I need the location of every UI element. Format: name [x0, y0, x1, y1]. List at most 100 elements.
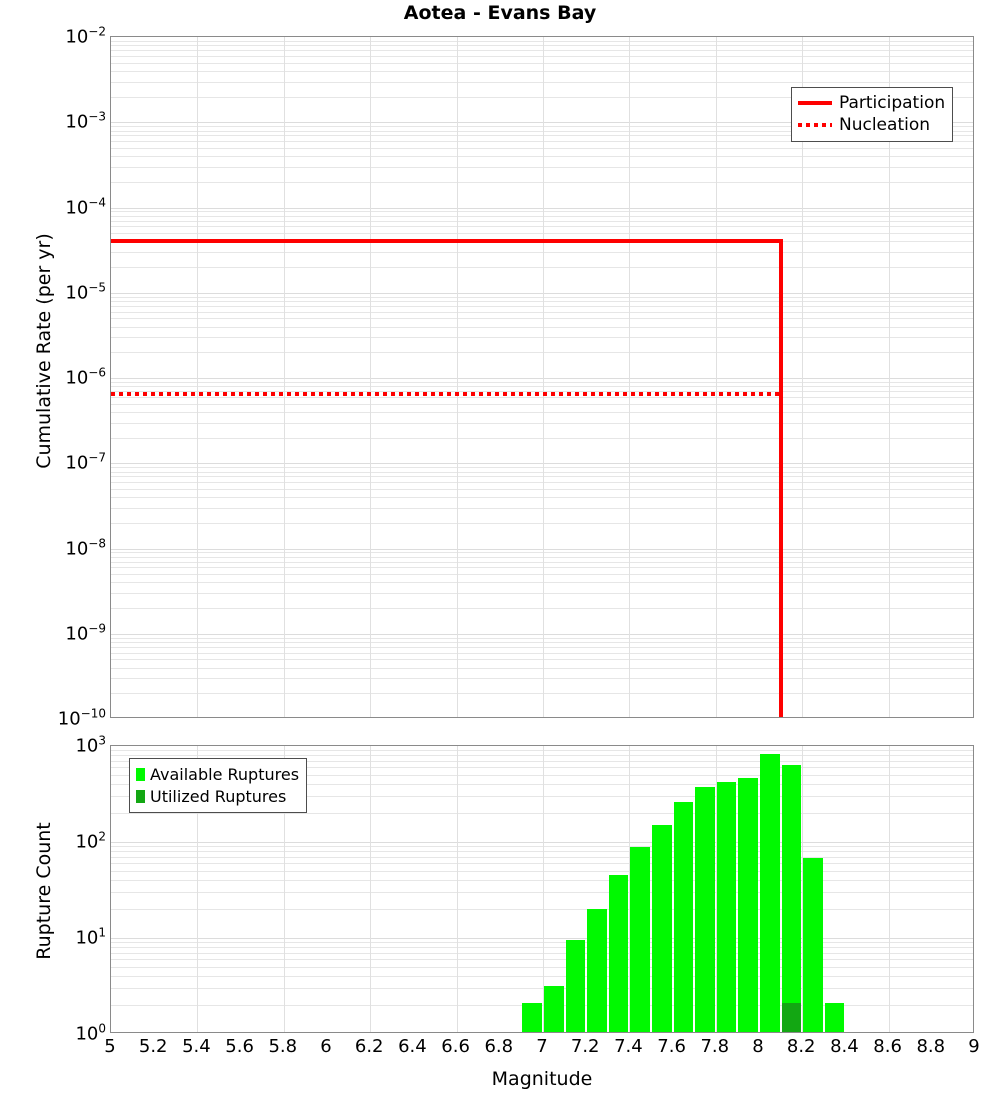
gridline-minor	[111, 497, 973, 498]
x-tick-label: 5.8	[268, 1036, 298, 1057]
gridline-minor	[111, 1005, 973, 1006]
gridline-vertical	[629, 37, 630, 717]
gridline-minor	[111, 880, 973, 881]
x-tick-label: 5	[104, 1036, 116, 1057]
gridline-minor	[111, 567, 973, 568]
gridline-minor	[111, 668, 973, 669]
gridline-minor	[111, 647, 973, 648]
legend-item-participation[interactable]: Participation	[798, 92, 945, 114]
gridline-minor	[111, 909, 973, 910]
bar-available-ruptures	[695, 786, 715, 1032]
gridline-vertical	[457, 37, 458, 717]
gridline-major	[111, 378, 973, 379]
gridline-minor	[111, 148, 973, 149]
gridline-minor	[111, 167, 973, 168]
gridline-minor	[111, 947, 973, 948]
gridline-minor	[111, 750, 973, 751]
gridline-minor	[111, 642, 973, 643]
gridline-minor	[111, 959, 973, 960]
gridline-vertical	[802, 746, 803, 1032]
gridline-minor	[111, 653, 973, 654]
gridline-minor	[111, 337, 973, 338]
gridline-major	[111, 842, 973, 843]
gridline-minor	[111, 813, 973, 814]
bottom-legend: Available Ruptures Utilized Ruptures	[129, 758, 308, 813]
gridline-minor	[111, 318, 973, 319]
gridline-minor	[111, 216, 973, 217]
x-tick-label: 7.8	[700, 1036, 730, 1057]
gridline-minor	[111, 472, 973, 473]
gridline-minor	[111, 438, 973, 439]
gridline-vertical	[197, 37, 198, 717]
top-y-tick-labels: 10−2 10−3 10−4 10−5 10−6 10−7 10−8 10−9 10−10	[30, 25, 106, 730]
gridline-minor	[111, 404, 973, 405]
x-tick-label: 6.4	[398, 1036, 427, 1057]
gridline-minor	[111, 857, 973, 858]
y-tick-label: 10−6	[65, 365, 106, 389]
bar-available-ruptures	[803, 857, 823, 1032]
nucleation-dotted-swatch-icon	[798, 123, 832, 127]
y-tick-label: 10−3	[65, 109, 106, 133]
x-tick-label: 6.8	[484, 1036, 514, 1057]
x-tick-label: 7.2	[570, 1036, 600, 1057]
gridline-minor	[111, 226, 973, 227]
bar-available-ruptures	[565, 940, 586, 1032]
legend-item-nucleation[interactable]: Nucleation	[798, 114, 945, 136]
gridline-minor	[111, 241, 973, 242]
x-tick-label: 6	[320, 1036, 332, 1057]
x-tick-label: 5.2	[138, 1036, 168, 1057]
bar-available-ruptures	[716, 782, 737, 1032]
gridline-minor	[111, 659, 973, 660]
gridline-minor	[111, 976, 973, 977]
gridline-minor	[111, 301, 973, 302]
bar-available-ruptures	[587, 909, 607, 1032]
gridline-vertical	[889, 746, 890, 1032]
gridline-vertical	[629, 746, 630, 1032]
legend-item-utilized-ruptures[interactable]: Utilized Ruptures	[136, 785, 299, 807]
legend-label-utilized-ruptures: Utilized Ruptures	[150, 786, 287, 806]
gridline-minor	[111, 967, 973, 968]
nucleation-line-segment	[778, 393, 783, 717]
available-ruptures-swatch-icon	[136, 767, 145, 781]
gridline-minor	[111, 412, 973, 413]
bar-available-ruptures	[608, 875, 629, 1032]
y-tick-label: 103	[75, 733, 106, 757]
x-tick-label: 7.6	[657, 1036, 686, 1057]
gridline-minor	[111, 608, 973, 609]
page-title: Aotea - Evans Bay	[403, 2, 597, 24]
y-tick-label: 10−10	[57, 706, 106, 730]
legend-item-available-ruptures[interactable]: Available Ruptures	[136, 763, 299, 785]
bar-available-ruptures	[544, 986, 564, 1032]
x-tick-label: 7.4	[614, 1036, 643, 1057]
gridline-minor	[111, 846, 973, 847]
gridline-vertical	[457, 746, 458, 1032]
x-tick-label: 5.6	[225, 1036, 254, 1057]
y-tick-label: 10−5	[65, 280, 106, 304]
gridline-vertical	[716, 37, 717, 717]
gridline-minor	[111, 557, 973, 558]
gridline-minor	[111, 467, 973, 468]
gridline-minor	[111, 221, 973, 222]
participation-line-segment	[778, 241, 783, 717]
gridline-vertical	[370, 37, 371, 717]
gridline-minor	[111, 892, 973, 893]
gridline-minor	[111, 871, 973, 872]
bar-available-ruptures	[652, 824, 672, 1032]
y-tick-label: 100	[75, 1021, 106, 1045]
x-tick-label: 9	[968, 1036, 980, 1057]
gridline-minor	[111, 476, 973, 477]
gridline-minor	[111, 755, 973, 756]
gridline-minor	[111, 678, 973, 679]
bar-available-ruptures	[673, 801, 694, 1032]
y-tick-label: 10−2	[65, 24, 106, 48]
gridline-minor	[111, 267, 973, 268]
gridline-minor	[111, 211, 973, 212]
gridline-minor	[111, 423, 973, 424]
gridline-major	[111, 208, 973, 209]
gridline-minor	[111, 593, 973, 594]
bar-available-ruptures	[522, 1003, 542, 1032]
gridline-major	[111, 463, 973, 464]
bar-available-ruptures	[781, 765, 802, 1032]
gridline-vertical	[543, 746, 544, 1032]
gridline-minor	[111, 45, 973, 46]
